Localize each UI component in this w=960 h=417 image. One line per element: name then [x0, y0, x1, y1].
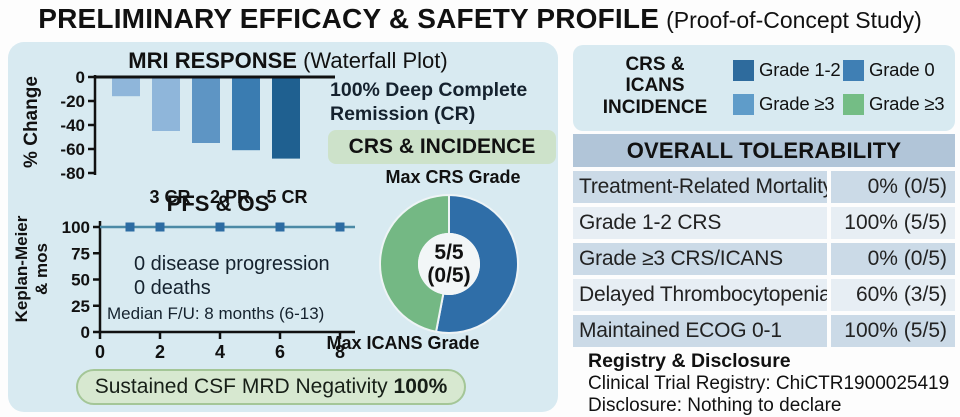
svg-text:2 PR: 2 PR — [210, 187, 250, 207]
donut-hole — [418, 233, 480, 295]
row-label: Grade ≥3 CRS/ICANS — [573, 243, 827, 275]
svg-text:50: 50 — [71, 271, 90, 290]
legend-items: Grade 1-2 Grade 0 Grade ≥3 Grade ≥3 — [733, 59, 951, 115]
svg-text:-40: -40 — [60, 116, 85, 135]
legend-title-line2: ICANS — [625, 75, 685, 97]
table-row: Grade 1-2 CRS 100% (5/5) — [573, 207, 955, 239]
efficacy-panel: MRI RESPONSE (Waterfall Plot) % Change 0… — [8, 42, 558, 412]
grade-0-swatch — [843, 59, 864, 81]
table-row: Maintained ECOG 0-1 100% (5/5) — [573, 315, 955, 347]
svg-text:75: 75 — [71, 244, 90, 263]
legend-item-label: Grade ≥3 — [759, 93, 835, 114]
legend-item-grade-ge3-icans: Grade ≥3 — [843, 93, 951, 115]
donut-center-value: 5/5 — [434, 241, 464, 264]
km-annotation-deaths: 0 deaths — [134, 277, 211, 299]
svg-text:4: 4 — [215, 342, 225, 362]
crs-icans-legend: CRS & ICANS INCIDENCE Grade 1-2 Grade 0 … — [573, 45, 955, 131]
row-label: Maintained ECOG 0-1 — [573, 315, 827, 347]
legend-title-line3: INCIDENCE — [602, 96, 708, 118]
svg-text:25: 25 — [71, 297, 90, 316]
svg-text:6: 6 — [275, 342, 285, 362]
svg-text:0: 0 — [81, 323, 90, 342]
table-row: Delayed Thrombocytopenia 60% (3/5) — [573, 279, 955, 311]
legend-item-grade-ge3-crs: Grade ≥3 — [733, 93, 843, 115]
svg-text:0: 0 — [76, 68, 85, 87]
km-y-axis-label-line2: & mos — [31, 243, 51, 295]
svg-text:-80: -80 — [60, 164, 85, 183]
row-value: 60% (3/5) — [831, 279, 955, 311]
svg-text:2: 2 — [155, 342, 165, 362]
km-annotation-followup: Median F/U: 8 months (6-13) — [107, 304, 325, 323]
csf-mrd-pill-text: Sustained CSF MRD Negativity — [94, 375, 394, 398]
crs-incidence-badge: CRS & INCIDENCE — [328, 130, 556, 164]
max-icans-grade-label: Max ICANS Grade — [326, 333, 480, 353]
row-value: 0% (0/5) — [831, 171, 955, 203]
legend-item-label: Grade 0 — [869, 59, 935, 80]
registry-line1: Clinical Trial Registry: ChiCTR190002541… — [588, 372, 950, 394]
svg-text:0: 0 — [95, 342, 105, 362]
svg-text:3 CR: 3 CR — [149, 187, 190, 207]
donut-center-subvalue: (0/5) — [427, 264, 470, 287]
grade-ge3-icans-swatch — [843, 93, 864, 115]
mri-response-title: MRI RESPONSE (Waterfall Plot) — [63, 48, 513, 74]
pfs-os-title: PFS & OS — [166, 191, 270, 216]
svg-text:-60: -60 — [60, 140, 85, 159]
page-title: PRELIMINARY EFFICACY & SAFETY PROFILE (Pr… — [0, 3, 960, 35]
svg-text:8: 8 — [335, 342, 345, 362]
page-title-sub: (Proof-of-Concept Study) — [666, 7, 922, 33]
row-value: 100% (5/5) — [831, 315, 955, 347]
km-annotation-progression: 0 disease progression — [134, 253, 330, 275]
waterfall-y-axis-label: % Change — [21, 76, 42, 168]
row-label: Treatment-Related Mortality — [573, 171, 827, 203]
mri-response-title-sub: (Waterfall Plot) — [296, 48, 448, 73]
registry-line2: Disclosure: Nothing to declare — [588, 395, 842, 417]
grade-1-2-swatch — [733, 59, 754, 81]
table-row: Treatment-Related Mortality 0% (0/5) — [573, 171, 955, 203]
csf-mrd-negativity-pill: Sustained CSF MRD Negativity 100% — [76, 369, 466, 405]
row-label: Grade 1-2 CRS — [573, 207, 827, 239]
csf-mrd-pill-value: 100% — [393, 375, 448, 398]
table-row: Grade ≥3 CRS/ICANS 0% (0/5) — [573, 243, 955, 275]
legend-title-line1: CRS & — [625, 54, 685, 75]
waterfall-chart: 0 -20 -40 -60 -80 3 CR 2 PR 5 CR — [60, 68, 335, 207]
crs-icans-donut-chart: 5/5 (0/5) — [379, 193, 519, 334]
row-value: 0% (0/5) — [831, 243, 955, 275]
svg-text:-20: -20 — [60, 92, 85, 111]
row-label: Delayed Thrombocytopenia — [573, 279, 827, 311]
km-y-axis-label: Keplan-Meier & mos — [12, 199, 54, 339]
km-y-axis-label-line1: Keplan-Meier — [12, 215, 31, 323]
registry-disclosure: Registry & Disclosure Clinical Trial Reg… — [588, 350, 949, 417]
svg-text:5 CR: 5 CR — [266, 187, 307, 207]
legend-title: CRS & ICANS INCIDENCE — [577, 54, 733, 118]
svg-text:100: 100 — [62, 218, 90, 237]
kaplan-meier-chart: 100 75 50 25 00 2 4 6 8 — [62, 218, 355, 362]
mri-response-title-bold: MRI RESPONSE — [128, 48, 297, 73]
legend-item-label: Grade 1-2 — [759, 59, 841, 80]
remission-note: 100% Deep Complete Remission (CR) — [330, 79, 528, 126]
legend-item-grade-1-2: Grade 1-2 — [733, 59, 843, 81]
legend-item-label: Grade ≥3 — [869, 93, 945, 114]
legend-item-grade-0: Grade 0 — [843, 59, 951, 81]
row-value: 100% (5/5) — [831, 207, 955, 239]
page-title-main: PRELIMINARY EFFICACY & SAFETY PROFILE — [38, 3, 660, 34]
tolerability-table-header: OVERALL TOLERABILITY — [573, 134, 955, 167]
grade-ge3-crs-swatch — [733, 93, 754, 115]
registry-heading: Registry & Disclosure — [588, 350, 791, 372]
tolerability-table: OVERALL TOLERABILITY Treatment-Related M… — [573, 134, 955, 347]
max-crs-grade-label: Max CRS Grade — [385, 167, 521, 187]
